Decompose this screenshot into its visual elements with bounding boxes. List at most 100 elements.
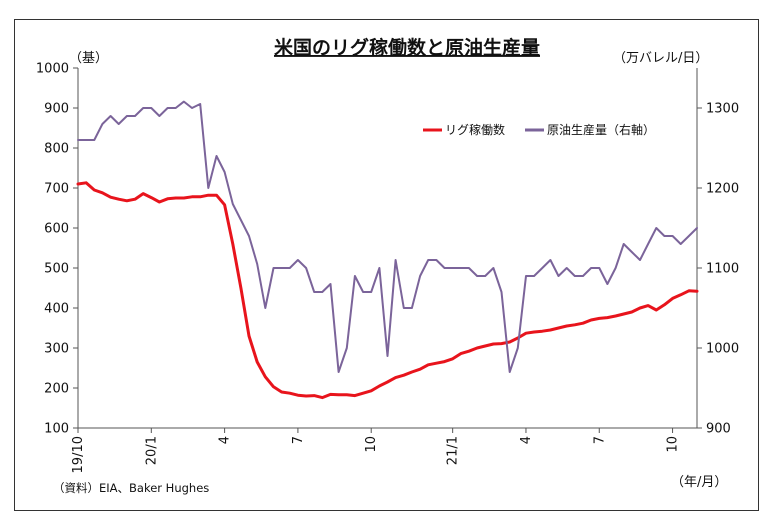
data-point-rig-count: [606, 317, 609, 319]
data-point-crude-production: [256, 263, 258, 265]
x-tick-label: 4: [519, 436, 534, 444]
data-point-crude-production: [623, 243, 625, 245]
data-point-rig-count: [134, 198, 136, 200]
x-tick-label: 19/10: [71, 436, 86, 473]
x-tick-label: 21/1: [446, 436, 461, 465]
data-point-rig-count: [500, 343, 503, 345]
data-point-rig-count: [150, 197, 152, 199]
data-point-rig-count: [525, 332, 527, 334]
data-point-rig-count: [93, 189, 95, 191]
data-point-crude-production: [598, 267, 600, 269]
x-tick-label: 4: [218, 436, 233, 444]
data-point-rig-count: [329, 393, 332, 395]
data-point-crude-production: [232, 203, 234, 205]
data-point-crude-production: [354, 275, 356, 277]
data-point-crude-production: [362, 291, 364, 293]
data-point-crude-production: [289, 267, 291, 269]
series-line-crude-production: [77, 100, 698, 373]
data-point-crude-production: [655, 227, 657, 229]
data-point-crude-production: [248, 235, 250, 237]
data-point-crude-production: [468, 267, 470, 269]
legend-label-rig: リグ稼働数: [445, 122, 505, 137]
data-point-crude-production: [574, 275, 576, 277]
data-point-crude-production: [370, 291, 372, 293]
data-point-crude-production: [110, 115, 112, 117]
data-point-rig-count: [395, 377, 397, 379]
data-point-rig-count: [623, 313, 625, 315]
data-point-rig-count: [460, 353, 462, 355]
data-point-rig-count: [215, 194, 218, 196]
data-point-rig-count: [598, 317, 600, 319]
data-point-rig-count: [85, 182, 87, 184]
data-point-crude-production: [688, 235, 690, 237]
data-point-crude-production: [476, 275, 478, 277]
data-point-crude-production: [297, 259, 299, 261]
data-point-crude-production: [680, 243, 682, 245]
legend: リグ稼働数 原油生産量（右軸）: [423, 122, 655, 137]
data-point-crude-production: [615, 267, 617, 269]
data-point-crude-production: [329, 283, 332, 285]
x-tick-label: 7: [592, 436, 607, 444]
data-point-rig-count: [232, 243, 234, 245]
data-point-rig-count: [272, 386, 275, 388]
data-point-rig-count: [452, 358, 454, 360]
x-axis-unit: （年/月）: [671, 475, 727, 490]
data-point-crude-production: [419, 275, 421, 277]
axes: 100 200 300 400 500 600 700 800 900 1000 900 1000 11…: [36, 62, 739, 474]
data-point-rig-count: [557, 327, 560, 329]
data-point-rig-count: [509, 341, 511, 343]
data-point-crude-production: [566, 267, 568, 269]
data-point-crude-production: [142, 107, 144, 109]
data-point-rig-count: [492, 343, 494, 345]
data-point-crude-production: [175, 107, 177, 109]
data-point-crude-production: [199, 103, 201, 105]
data-point-rig-count: [566, 325, 568, 327]
data-point-crude-production: [403, 307, 405, 309]
data-point-rig-count: [158, 201, 160, 203]
source-note: （資料）EIA、Baker Hughes: [53, 481, 209, 495]
data-point-rig-count: [264, 376, 266, 378]
right-tick-label: 900: [706, 422, 731, 437]
data-point-crude-production: [541, 267, 543, 269]
data-point-crude-production: [224, 171, 226, 173]
data-point-crude-production: [443, 267, 446, 269]
left-tick-label: 600: [44, 222, 69, 237]
data-point-rig-count: [672, 297, 674, 299]
data-point-crude-production: [313, 291, 315, 293]
data-point-rig-count: [419, 368, 421, 370]
data-point-rig-count: [305, 395, 307, 397]
left-tick-label: 700: [44, 182, 69, 197]
series-lines: [76, 100, 699, 400]
data-point-rig-count: [403, 374, 405, 376]
data-point-rig-count: [362, 392, 364, 394]
data-point-crude-production: [191, 107, 193, 109]
data-point-rig-count: [297, 394, 299, 396]
data-point-rig-count: [248, 335, 250, 337]
data-point-rig-count: [590, 319, 592, 321]
right-axis-unit: （万バレル/日）: [613, 51, 708, 66]
data-point-crude-production: [492, 267, 494, 269]
data-point-crude-production: [582, 275, 584, 277]
data-point-rig-count: [354, 395, 356, 397]
data-point-crude-production: [85, 139, 87, 141]
data-point-rig-count: [183, 197, 185, 199]
data-point-rig-count: [101, 192, 103, 194]
data-point-crude-production: [215, 155, 218, 157]
data-point-rig-count: [110, 196, 112, 198]
data-point-rig-count: [256, 361, 258, 363]
data-point-rig-count: [281, 391, 283, 393]
data-point-crude-production: [411, 307, 413, 309]
data-point-crude-production: [696, 227, 698, 229]
data-point-rig-count: [680, 294, 682, 296]
data-point-rig-count: [118, 198, 120, 200]
data-point-crude-production: [509, 371, 511, 373]
data-point-crude-production: [427, 259, 429, 261]
data-point-crude-production: [549, 259, 552, 261]
data-point-rig-count: [427, 364, 429, 366]
data-point-rig-count: [533, 331, 535, 333]
left-tick-label: 300: [44, 342, 69, 357]
x-tick-label: 10: [666, 436, 681, 453]
data-point-crude-production: [631, 251, 633, 253]
chart-title: 米国のリグ稼働数と原油生産量: [274, 36, 540, 59]
data-point-rig-count: [289, 392, 291, 394]
